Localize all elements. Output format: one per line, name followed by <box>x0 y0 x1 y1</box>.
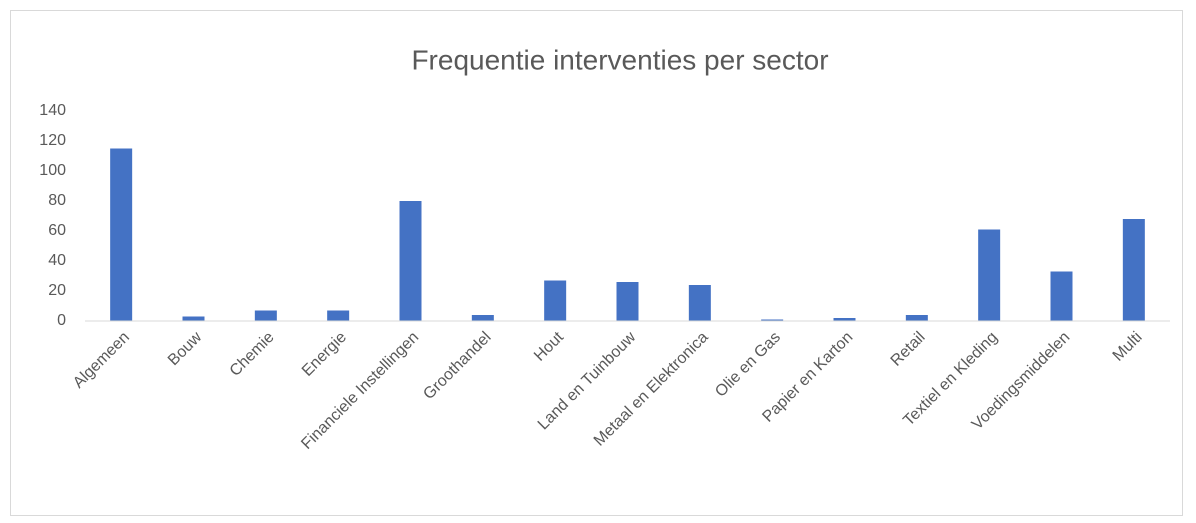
bar <box>327 310 350 321</box>
bar <box>544 280 567 321</box>
y-tick-label: 20 <box>48 282 66 299</box>
bar <box>471 315 494 321</box>
bar <box>905 315 928 321</box>
bar <box>761 319 784 321</box>
y-tick-label: 140 <box>39 102 66 119</box>
bar <box>110 148 133 321</box>
bar <box>1050 271 1073 321</box>
bar <box>616 282 639 321</box>
y-tick-label: 60 <box>48 222 66 239</box>
y-tick-label: 0 <box>57 312 66 329</box>
bar <box>399 201 422 321</box>
y-tick-label: 80 <box>48 192 66 209</box>
y-tick-label: 120 <box>39 132 66 149</box>
bar <box>1122 219 1145 321</box>
bar <box>182 316 205 321</box>
chart-title: Frequentie interventies per sector <box>411 44 828 75</box>
y-tick-label: 40 <box>48 252 66 269</box>
y-tick-label: 100 <box>39 162 66 179</box>
bar <box>254 310 277 321</box>
bar <box>833 318 856 321</box>
bar <box>978 229 1001 321</box>
bar <box>688 285 711 321</box>
